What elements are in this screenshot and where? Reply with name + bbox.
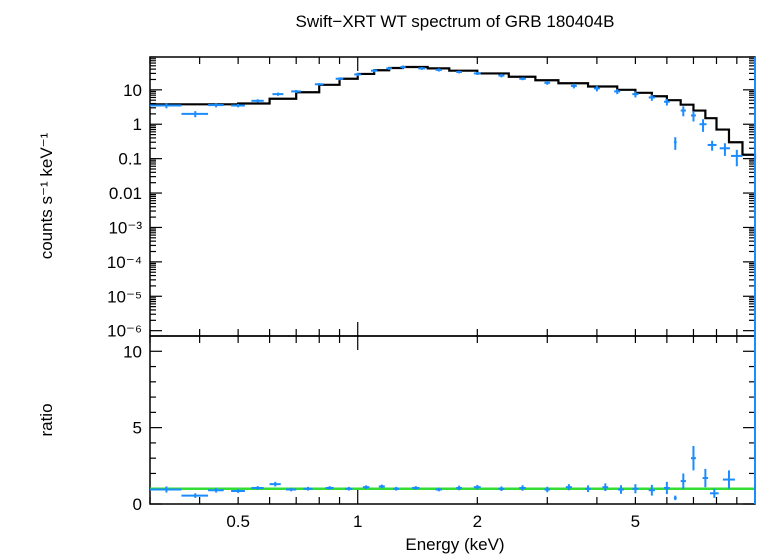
data-point-3 (231, 103, 245, 108)
data-point-11 (386, 67, 393, 70)
y-axis-label-bottom: ratio (37, 403, 56, 436)
data-point-23 (632, 91, 639, 98)
data-point-5 (272, 92, 284, 96)
x-tick-label-1: 1 (353, 512, 362, 531)
x-tick-label-2: 2 (473, 512, 482, 531)
data-point-25 (663, 98, 670, 106)
ratio-point-15 (456, 485, 462, 491)
data-point-32 (730, 149, 743, 167)
data-point-26 (673, 137, 677, 150)
data-point-17 (498, 73, 505, 78)
data-point-31 (719, 143, 730, 156)
data-points (150, 65, 743, 167)
data-point-28 (690, 111, 696, 122)
data-point-18 (519, 77, 526, 81)
ratio-point-14 (435, 487, 443, 492)
ratio-point-17 (498, 486, 505, 492)
data-point-9 (354, 72, 362, 77)
data-point-21 (593, 85, 600, 92)
bottom-panel: 0.5 1 2 5 0 5 10 ratio Energy (keV) (37, 57, 756, 554)
data-point-0 (150, 103, 182, 109)
ratio-point-24 (632, 484, 639, 494)
ratio-point-23 (617, 485, 624, 494)
y-tick-label-top-3: 0.01 (109, 184, 142, 203)
ratio-point-2 (208, 487, 224, 493)
ratio-point-7 (303, 486, 313, 491)
ratio-points (150, 57, 756, 504)
bottom-panel-frame (149, 335, 756, 505)
ratio-point-30 (702, 468, 709, 488)
ratio-point-0 (150, 486, 182, 493)
model-line (150, 65, 757, 159)
y-tick-label-top-6: 10⁻⁵ (107, 287, 142, 306)
data-point-2 (208, 103, 224, 108)
ratio-point-28 (680, 473, 686, 489)
ratio-point-8 (325, 486, 334, 490)
data-point-24 (648, 94, 655, 101)
ratio-point-5 (269, 481, 281, 487)
ratio-point-19 (544, 486, 551, 493)
y-tick-label-top-4: 10⁻³ (108, 218, 142, 237)
data-point-13 (418, 67, 426, 70)
data-point-29 (699, 119, 707, 132)
data-point-4 (251, 99, 264, 103)
data-point-12 (400, 65, 406, 69)
x-tick-label-0: 0.5 (226, 512, 250, 531)
data-point-27 (680, 106, 686, 117)
data-point-14 (435, 68, 443, 72)
data-point-15 (456, 70, 462, 74)
data-point-20 (570, 83, 577, 89)
top-panel-ticks: 10 1 0.1 0.01 10⁻³ 10⁻⁴ 10⁻⁵ 10⁻⁶ (107, 56, 755, 341)
data-point-19 (544, 81, 551, 85)
ratio-point-25 (648, 484, 655, 496)
ratio-point-18 (519, 485, 526, 491)
y-tick-label-top-1: 1 (133, 115, 142, 134)
model-curve (150, 65, 757, 159)
ratio-point-12 (393, 486, 399, 491)
data-point-6 (291, 89, 302, 93)
bottom-panel-ticks: 0.5 1 2 5 0 5 10 (123, 336, 755, 531)
data-point-16 (473, 71, 481, 75)
y-tick-label-top-0: 10 (123, 81, 142, 100)
data-point-7 (314, 83, 324, 86)
y-tick-label-top-5: 10⁻⁴ (107, 253, 142, 272)
ratio-point-22 (602, 483, 609, 492)
chart-title: Swift−XRT WT spectrum of GRB 180404B (296, 12, 615, 31)
y-axis-label-top: counts s⁻¹ keV⁻¹ (37, 132, 56, 259)
ratio-point-13 (412, 486, 420, 490)
data-point-10 (371, 69, 378, 73)
x-tick-label-3: 5 (631, 512, 640, 531)
y-tick-label-bottom-0: 0 (133, 495, 142, 514)
y-tick-label-top-7: 10⁻⁶ (107, 322, 142, 341)
ratio-point-16 (473, 484, 481, 490)
ratio-point-11 (378, 484, 385, 489)
ratio-point-20 (565, 484, 572, 491)
data-point-22 (614, 89, 621, 95)
y-tick-label-bottom-1: 5 (133, 419, 142, 438)
ratio-point-21 (585, 485, 591, 493)
top-panel: 10 1 0.1 0.01 10⁻³ 10⁻⁴ 10⁻⁵ 10⁻⁶ counts s⁻¹ ke… (37, 56, 757, 341)
top-panel-frame (149, 56, 756, 337)
ratio-point-27 (673, 495, 677, 501)
ratio-point-26 (663, 481, 670, 495)
data-point-1 (181, 111, 209, 118)
data-point-30 (707, 140, 717, 151)
ratio-point-6 (286, 487, 297, 492)
x-axis-label: Energy (keV) (405, 535, 504, 554)
data-point-8 (335, 77, 344, 81)
ratio-point-9 (345, 486, 353, 491)
y-tick-label-bottom-2: 10 (123, 342, 142, 361)
ratio-point-3 (231, 489, 245, 493)
ratio-point-10 (362, 485, 370, 490)
ratio-point-31 (709, 488, 719, 498)
ratio-point-1 (181, 493, 209, 498)
y-tick-label-top-2: 0.1 (118, 150, 142, 169)
ratio-point-29 (690, 445, 696, 471)
ratio-point-4 (251, 486, 264, 490)
ratio-point-32 (722, 470, 735, 489)
